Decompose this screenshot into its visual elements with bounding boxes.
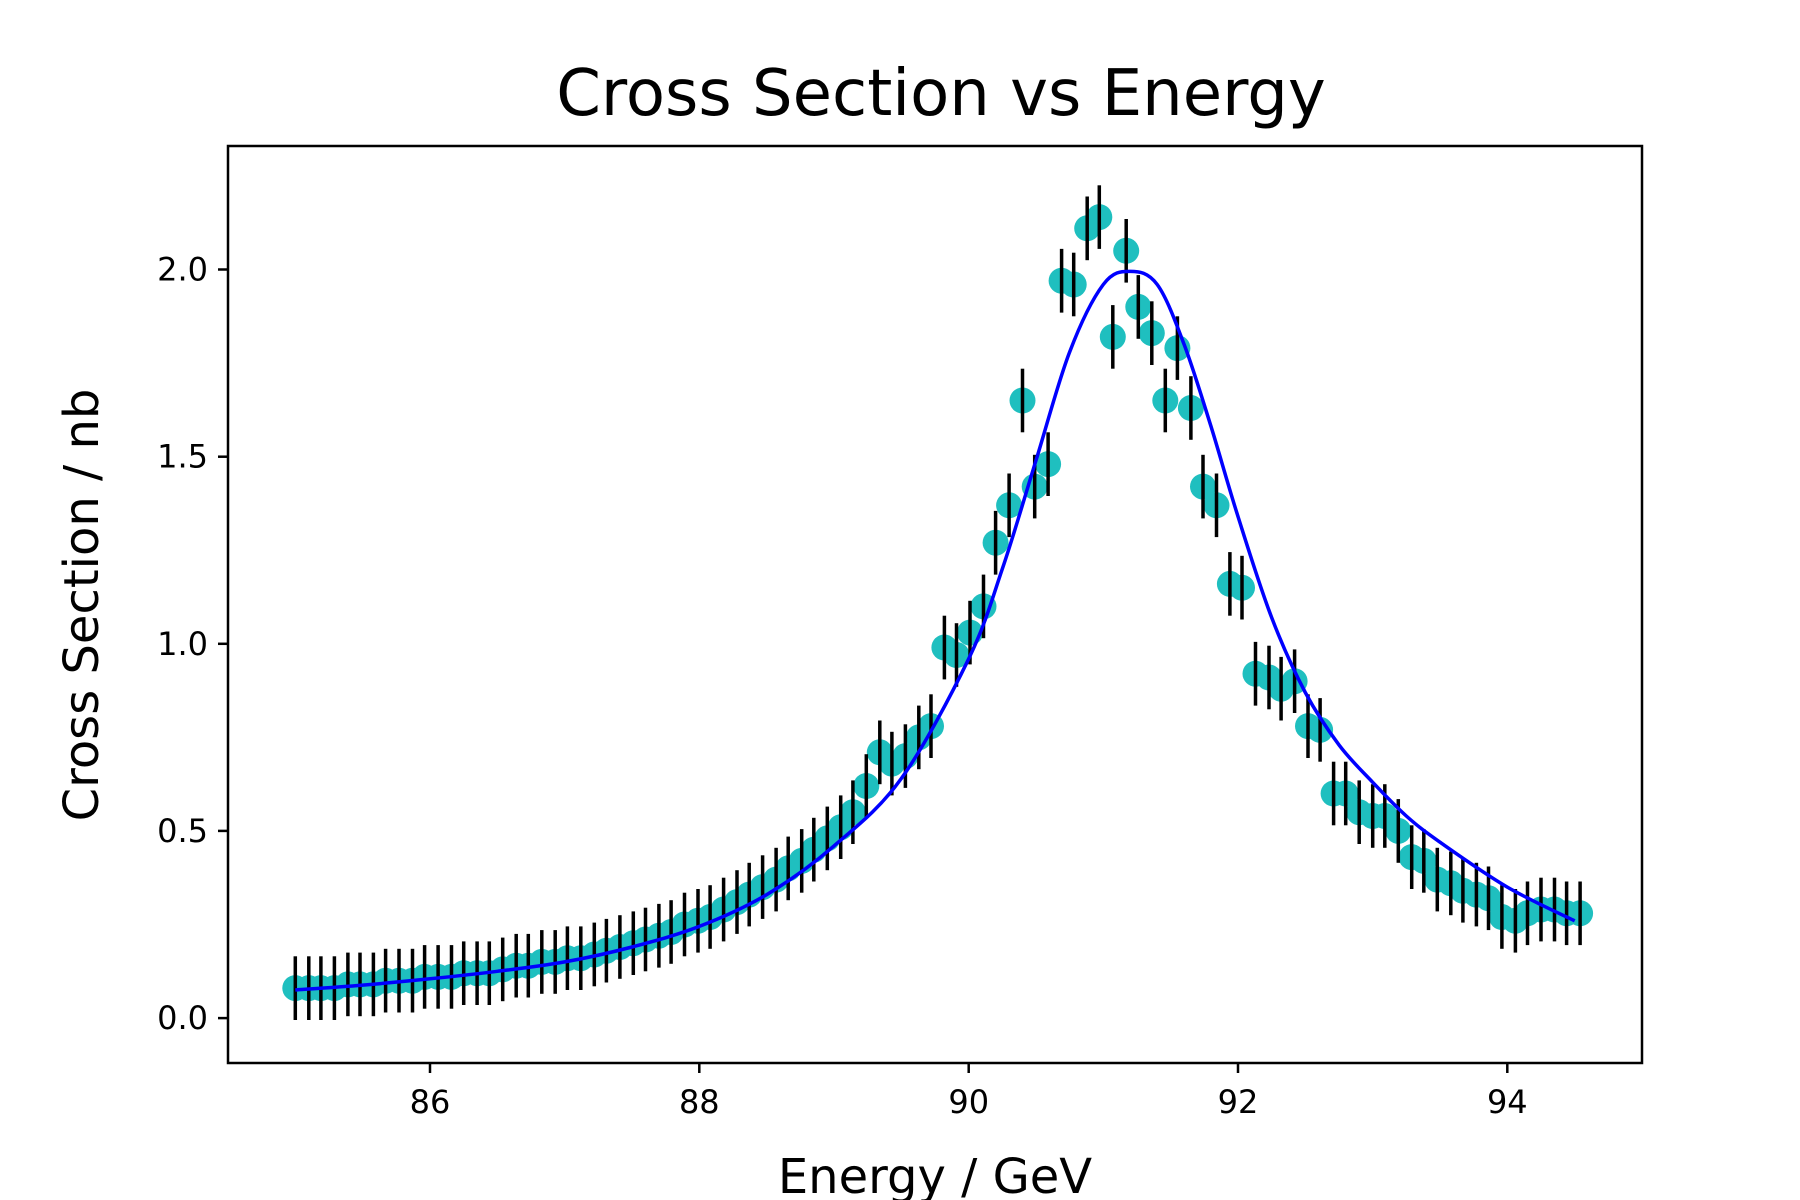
x-tick-label: 94 xyxy=(1487,1083,1528,1121)
fit-line xyxy=(295,269,1576,992)
x-axis-label: Energy / GeV xyxy=(778,1149,1092,1200)
tick-layer: 86 88 90 92 94 0.0 0.5 1.0 1.5 2.0 xyxy=(157,251,1528,1122)
y-axis-label: Cross Section / nb xyxy=(54,389,110,822)
x-tick-label: 90 xyxy=(948,1083,989,1121)
x-tick-label: 86 xyxy=(410,1083,451,1121)
x-tick-label: 88 xyxy=(679,1083,720,1121)
data-layer xyxy=(282,185,1594,1020)
chart-title: Cross Section vs Energy xyxy=(556,57,1326,131)
y-tick-label: 1.0 xyxy=(157,625,208,663)
y-tick-label: 0.0 xyxy=(157,999,208,1037)
y-tick-label: 1.5 xyxy=(157,438,208,476)
plot-frame xyxy=(226,144,1644,1065)
x-tick-label: 92 xyxy=(1218,1083,1259,1121)
y-tick-label: 0.5 xyxy=(157,812,208,850)
y-tick-label: 2.0 xyxy=(157,251,208,289)
